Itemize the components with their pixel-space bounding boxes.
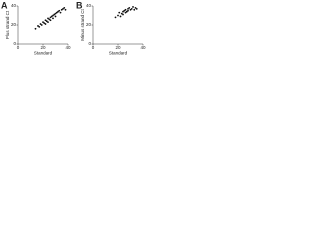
point: [122, 10, 124, 13]
point: [39, 23, 42, 25]
x-axis-label: Standard: [109, 51, 128, 56]
y-tick-label: 0: [13, 41, 16, 46]
point: [58, 9, 61, 12]
point: [52, 17, 54, 20]
figure: A 0 20 40 0 20 40 Standard Plus strand Ct B 0 20 40 0…: [1, 0, 146, 56]
x-tick-label: 20: [40, 45, 46, 50]
point: [130, 7, 133, 10]
point: [59, 11, 62, 14]
point: [54, 15, 57, 18]
point: [45, 20, 48, 23]
point: [49, 19, 52, 22]
point: [64, 8, 67, 11]
point: [52, 14, 54, 17]
x-tick-label: 0: [92, 45, 95, 50]
point: [133, 8, 136, 11]
point: [38, 26, 41, 28]
point: [47, 21, 49, 24]
point: [118, 11, 121, 14]
y-tick-label: 0: [88, 41, 91, 46]
y-tick-label: 40: [86, 3, 92, 8]
x-tick-label: 40: [65, 45, 71, 50]
point: [127, 7, 129, 10]
point: [119, 15, 122, 18]
point: [37, 25, 39, 27]
point: [60, 8, 63, 11]
y-tick-label: 20: [11, 22, 17, 27]
point: [44, 23, 47, 25]
point: [54, 12, 57, 15]
point: [134, 7, 137, 9]
y-axis-label: Minus strand Ct: [80, 8, 85, 40]
point: [48, 18, 51, 21]
x-tick-label: 20: [115, 45, 121, 50]
x-axis-label: Standard: [34, 51, 53, 56]
point: [127, 9, 129, 12]
point: [55, 11, 58, 14]
panel-label: A: [1, 0, 8, 10]
point: [122, 13, 124, 16]
point: [62, 7, 64, 10]
point: [63, 7, 66, 9]
point: [125, 10, 128, 13]
point: [49, 16, 52, 19]
point: [129, 8, 132, 11]
y-tick-label: 40: [11, 3, 17, 8]
point: [44, 19, 47, 22]
point: [34, 27, 37, 30]
point: [57, 10, 59, 13]
point: [128, 7, 131, 9]
point: [42, 21, 44, 24]
point: [120, 12, 123, 15]
point: [43, 22, 46, 24]
point: [124, 11, 127, 14]
point: [40, 24, 43, 26]
point: [47, 17, 49, 20]
point: [132, 6, 134, 8]
point: [50, 15, 53, 18]
y-tick-label: 20: [86, 22, 92, 27]
point: [135, 7, 138, 10]
point: [123, 9, 126, 12]
point: [53, 13, 56, 16]
point: [114, 16, 117, 19]
panel-label: B: [76, 0, 83, 10]
x-tick-label: 40: [140, 45, 146, 50]
y-axis-label: Plus strand Ct: [5, 10, 10, 39]
point: [117, 14, 119, 17]
point: [124, 8, 127, 11]
x-tick-label: 0: [17, 45, 20, 50]
